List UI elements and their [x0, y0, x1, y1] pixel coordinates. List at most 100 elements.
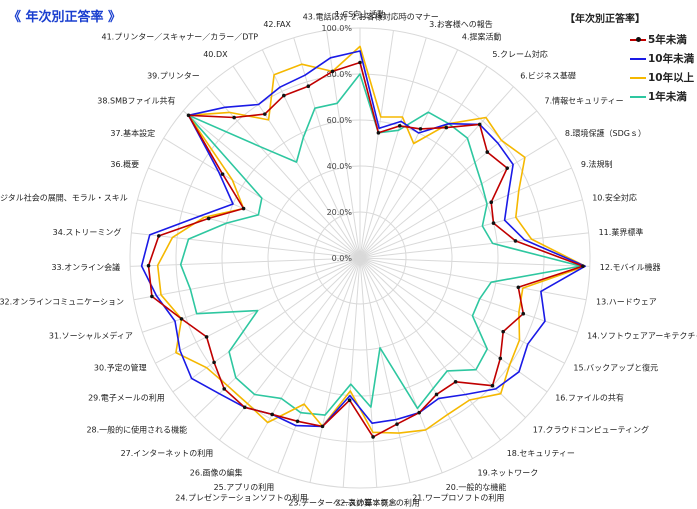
legend-label: 10年未満 — [648, 53, 695, 65]
tick-label: 20.0% — [327, 208, 353, 217]
data-point — [376, 131, 381, 135]
category-label: 4.提案活動 — [462, 32, 502, 42]
category-label: 13.ハードウェア — [596, 298, 657, 307]
data-point — [270, 412, 274, 417]
data-point — [444, 125, 449, 130]
category-label: 25.アプリの利用 — [214, 482, 275, 492]
series-line — [140, 50, 587, 428]
legend-swatch — [630, 58, 646, 60]
spoke-line — [206, 86, 361, 259]
category-label: 36.概要 — [110, 159, 139, 169]
spoke-line — [359, 37, 427, 259]
category-label: 12.モバイル機器 — [600, 262, 661, 272]
legend: 5年未満 10年未満 10年以上 1年未満 — [630, 32, 697, 108]
tick-label: 80.0% — [327, 70, 353, 79]
data-point — [516, 285, 521, 290]
tick-label: 0.0% — [332, 254, 353, 263]
data-point — [505, 166, 510, 170]
category-label: 19.ネットワーク — [478, 468, 539, 477]
tick-label: 100.0% — [321, 24, 352, 33]
data-point — [306, 84, 311, 89]
data-point — [204, 335, 209, 339]
data-point — [186, 113, 191, 118]
data-point — [581, 264, 585, 268]
legend-item: 10年以上 — [630, 70, 697, 89]
page-title: 《 年次別正答率 》 — [8, 10, 122, 25]
legend-swatch — [630, 77, 646, 79]
data-point — [453, 379, 458, 384]
category-label: 35.デジタル社会の展開、モラル・スキル — [0, 192, 128, 202]
category-label: 1.CS向上活動 — [335, 9, 385, 19]
category-label: 29.電子メールの利用 — [88, 393, 165, 403]
data-point — [521, 311, 526, 316]
category-label: 5.クレーム対応 — [492, 49, 547, 59]
category-label: 33.オンライン会議 — [51, 262, 120, 272]
category-label: 39.プリンター — [147, 71, 200, 80]
category-label: 17.クラウドコンピューティング — [533, 425, 649, 435]
data-point — [241, 206, 246, 211]
data-point — [434, 392, 439, 397]
radial-tick-labels: 0.0% 20.0% 40.0% 60.0% 80.0% 100.0% — [321, 24, 352, 263]
category-label: 38.SMBファイル共有 — [97, 96, 175, 106]
legend-item: 1年未満 — [630, 89, 697, 108]
spoke-line — [148, 167, 361, 259]
legend-label: 10年以上 — [648, 72, 695, 84]
spoke-line — [359, 49, 459, 259]
data-point — [395, 422, 399, 426]
spoke-line — [359, 257, 587, 301]
category-label: 20.一般的な機能 — [446, 482, 507, 492]
spoke-line — [246, 257, 361, 459]
spoke-line — [359, 257, 548, 393]
data-point — [358, 60, 362, 65]
data-point — [295, 419, 300, 424]
category-label: 24.プレゼンテーションソフトの利用 — [175, 492, 308, 502]
category-label: 10.安全対応 — [592, 192, 637, 202]
data-point — [397, 124, 402, 128]
legend-marker — [636, 37, 641, 42]
category-label: 22.表計算ソフトの利用 — [335, 497, 420, 507]
data-point — [489, 200, 494, 205]
category-label: 28.一般的に使用される機能 — [86, 425, 187, 435]
category-label: 2.お客様対応時のマナー — [351, 12, 439, 22]
spoke-line — [359, 257, 443, 474]
series-line — [179, 73, 582, 416]
data-point — [206, 216, 211, 221]
data-point — [146, 263, 151, 268]
spoke-line — [130, 257, 361, 267]
data-point — [491, 221, 496, 225]
category-label: 32.オンラインコミュニケーション — [0, 298, 124, 307]
category-label: 7.情報セキュリティー — [545, 96, 624, 106]
data-point — [417, 410, 421, 415]
spoke-line — [342, 257, 361, 488]
data-point — [371, 435, 375, 439]
spoke-line — [172, 257, 361, 393]
spoke-line — [359, 257, 565, 364]
series-group — [179, 73, 582, 416]
spoke-line — [137, 199, 361, 259]
data-point — [513, 239, 518, 243]
data-point — [232, 115, 236, 120]
data-point — [263, 112, 267, 116]
category-label: 43.電話応対 — [303, 12, 348, 22]
category-label: 23.データーベースの基本概念 — [288, 497, 396, 507]
category-label: 34.ストリーミング — [53, 227, 122, 237]
spoke-line — [359, 257, 501, 441]
data-point — [330, 69, 335, 74]
spoke-line — [359, 257, 474, 459]
category-label: 14.ソフトウェアアーキテクチャ — [587, 332, 697, 341]
data-point — [418, 127, 423, 131]
spoke-line — [359, 199, 583, 259]
series-line — [156, 45, 587, 434]
category-label: 18.セキュリティー — [507, 449, 575, 458]
category-label: 31.ソーシャルメディア — [49, 331, 133, 341]
spoke-line — [326, 30, 361, 259]
category-label: 26.画像の編集 — [190, 467, 243, 477]
spoke-line — [359, 257, 578, 333]
spoke-line — [359, 65, 488, 259]
series-group — [156, 45, 587, 434]
category-label: 27.インターネットの利用 — [121, 448, 214, 458]
tick-label: 40.0% — [327, 162, 353, 171]
spoke-line — [359, 110, 538, 259]
